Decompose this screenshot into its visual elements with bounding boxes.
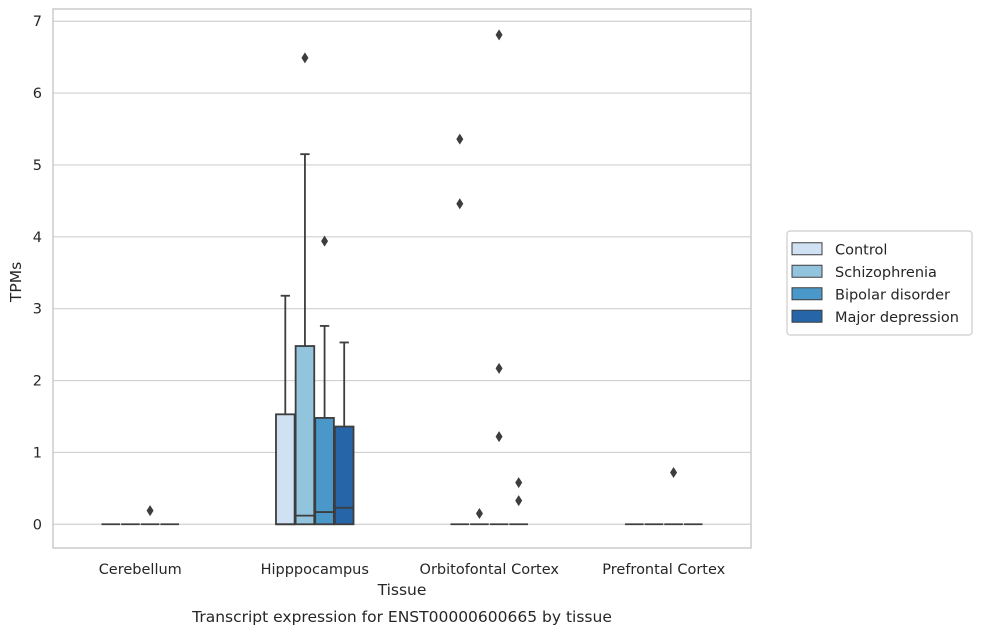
legend-swatch	[791, 242, 823, 256]
y-ticks: 0 1 2 3 4 5 6 7	[33, 14, 42, 533]
legend-label: Major depression	[835, 310, 959, 326]
outlier-point	[301, 52, 309, 64]
box-rect	[275, 413, 296, 526]
x-axis-label: Tissue	[377, 581, 427, 599]
outlier-point	[495, 362, 503, 374]
y-tick-label: 5	[33, 158, 42, 174]
outlier-point	[670, 467, 678, 479]
y-tick-label: 4	[33, 230, 42, 246]
box-2-2	[489, 29, 509, 526]
outlier-point	[495, 29, 503, 41]
y-tick-label: 0	[33, 517, 42, 533]
y-tick-label: 2	[33, 374, 42, 390]
y-tick-label: 3	[33, 302, 42, 318]
legend-swatch	[791, 264, 823, 278]
box-3-2	[664, 467, 683, 526]
box-0-2	[140, 505, 160, 526]
x-ticks: Cerebellum Hipppocampus Orbitofontal Corte…	[99, 562, 726, 578]
boxes	[101, 29, 703, 526]
x-tick-label: Cerebellum	[99, 562, 182, 578]
x-tick-label: Hipppocampus	[261, 562, 369, 578]
legend-frame	[786, 230, 973, 336]
box-1-0	[275, 294, 296, 526]
outlier-point	[495, 431, 503, 443]
y-tick-label: 6	[33, 86, 42, 102]
legend: Control Schizophrenia Bipolar disorder Majo…	[786, 230, 973, 336]
chart-title: Transcript expression for ENST0000060066…	[191, 608, 612, 626]
outlier-point	[515, 477, 523, 489]
box-rect	[333, 425, 355, 526]
legend-swatch	[791, 287, 823, 301]
outlier-point	[456, 133, 464, 145]
legend-label: Bipolar disorder	[835, 287, 950, 303]
plot-frame	[52, 8, 752, 549]
outlier-point	[515, 495, 523, 507]
y-tick-label: 7	[33, 14, 42, 30]
legend-label: Control	[835, 242, 887, 258]
outlier-point	[321, 235, 329, 247]
outlier-point	[146, 505, 154, 517]
outlier-point	[456, 198, 464, 210]
legend-label: Schizophrenia	[835, 265, 937, 281]
x-tick-label: Orbitofontal Cortex	[420, 562, 560, 578]
y-tick-label: 1	[33, 445, 42, 461]
outlier-point	[475, 508, 483, 520]
box-2-0	[450, 133, 470, 526]
box-1-1	[294, 52, 316, 526]
y-axis-label: TPMs	[7, 262, 25, 303]
legend-swatch	[791, 309, 823, 323]
box-rect	[314, 417, 335, 526]
x-tick-label: Prefrontal Cortex	[602, 562, 725, 578]
box-2-1	[470, 508, 489, 526]
box-1-3	[333, 341, 355, 526]
box-1-2	[314, 235, 335, 526]
box-2-3	[509, 477, 529, 526]
box-rect	[294, 345, 316, 526]
